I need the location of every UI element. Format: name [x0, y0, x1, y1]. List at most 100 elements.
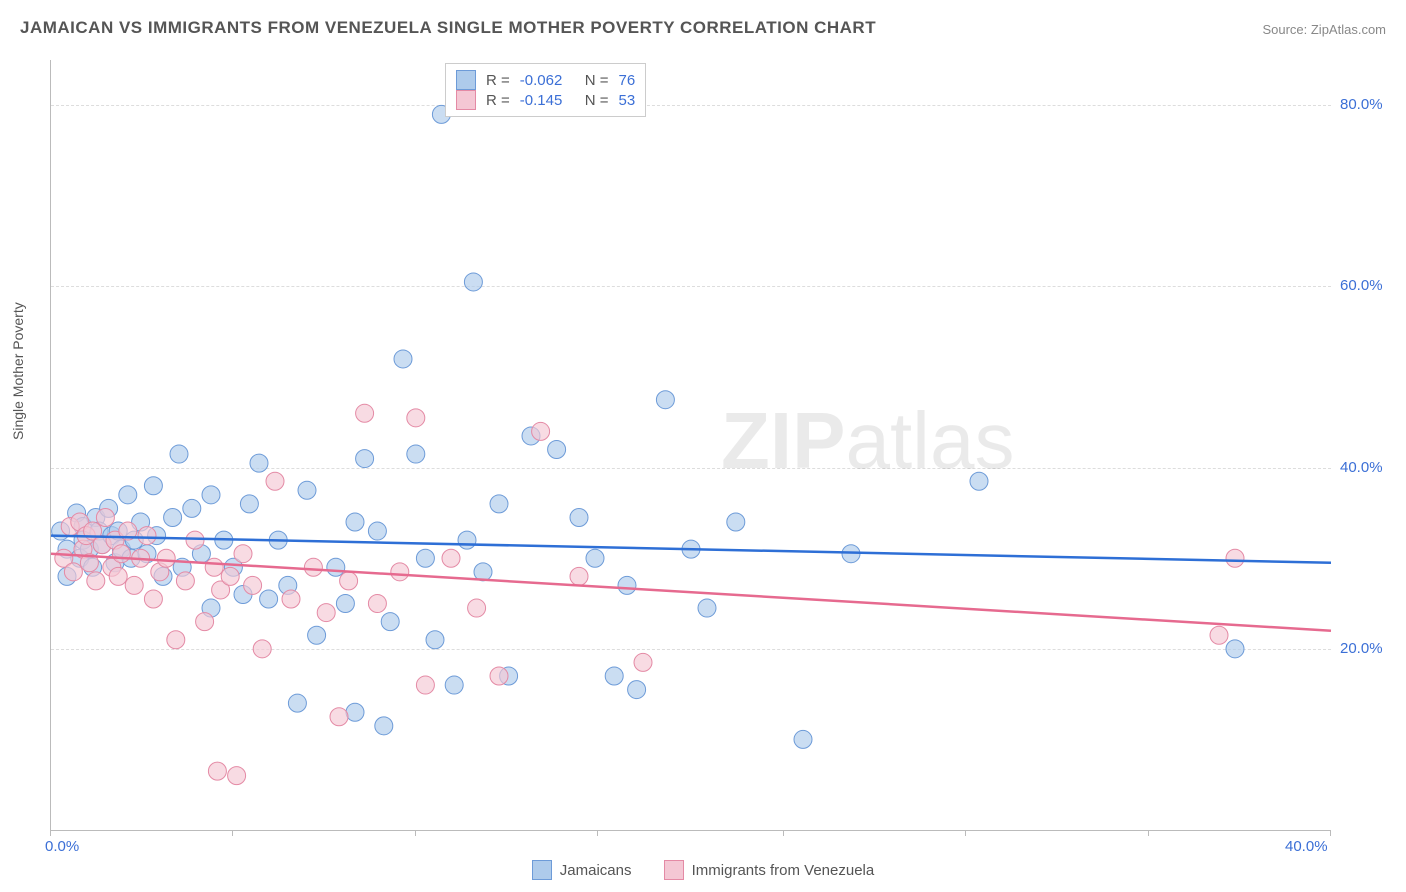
data-point [186, 531, 204, 549]
n-value: 76 [619, 72, 636, 89]
data-point [221, 567, 239, 585]
data-point [391, 563, 409, 581]
x-tick-label: 40.0% [1285, 838, 1328, 855]
data-point [64, 563, 82, 581]
data-point [570, 508, 588, 526]
data-point [109, 567, 127, 585]
data-point [570, 567, 588, 585]
data-point [250, 454, 268, 472]
bottom-legend: Jamaicans Immigrants from Venezuela [0, 860, 1406, 884]
data-point [368, 522, 386, 540]
data-point [618, 576, 636, 594]
r-value: -0.145 [520, 92, 575, 109]
data-point [375, 717, 393, 735]
y-tick-label: 20.0% [1340, 640, 1383, 657]
data-point [157, 549, 175, 567]
plot-area: ZIPatlas [50, 60, 1331, 831]
data-point [381, 613, 399, 631]
data-point [634, 653, 652, 671]
data-point [490, 495, 508, 513]
legend-stats-row: R =-0.145N =53 [456, 90, 635, 110]
x-tick [597, 830, 598, 836]
data-point [548, 441, 566, 459]
data-point [368, 595, 386, 613]
data-point [196, 613, 214, 631]
data-point [234, 545, 252, 563]
data-point [144, 477, 162, 495]
y-axis-label: Single Mother Poverty [10, 302, 26, 440]
data-point [407, 445, 425, 463]
data-point [490, 667, 508, 685]
data-point [1210, 626, 1228, 644]
data-point [356, 450, 374, 468]
data-point [288, 694, 306, 712]
data-point [407, 409, 425, 427]
data-point [125, 576, 143, 594]
data-point [464, 273, 482, 291]
data-point [208, 762, 226, 780]
n-value: 53 [619, 92, 636, 109]
y-tick-label: 60.0% [1340, 277, 1383, 294]
x-tick [50, 830, 51, 836]
data-point [394, 350, 412, 368]
data-point [970, 472, 988, 490]
data-point [119, 486, 137, 504]
legend-label-jamaicans: Jamaicans [560, 862, 632, 879]
data-point [327, 558, 345, 576]
data-point [445, 676, 463, 694]
data-point [727, 513, 745, 531]
data-point [266, 472, 284, 490]
chart-container: JAMAICAN VS IMMIGRANTS FROM VENEZUELA SI… [0, 0, 1406, 892]
data-point [586, 549, 604, 567]
x-tick [1148, 830, 1149, 836]
data-point [228, 767, 246, 785]
legend-stats-row: R =-0.062N =76 [456, 70, 635, 90]
data-point [1226, 549, 1244, 567]
x-tick-label: 0.0% [45, 838, 79, 855]
data-point [426, 631, 444, 649]
data-point [308, 626, 326, 644]
legend-swatch [456, 90, 476, 110]
data-point [112, 545, 130, 563]
data-point [282, 590, 300, 608]
legend-label-venezuela: Immigrants from Venezuela [692, 862, 875, 879]
n-label: N = [585, 72, 609, 89]
data-point [416, 549, 434, 567]
r-label: R = [486, 92, 510, 109]
data-point [87, 572, 105, 590]
data-point [330, 708, 348, 726]
data-point [794, 730, 812, 748]
data-point [656, 391, 674, 409]
x-tick [232, 830, 233, 836]
r-label: R = [486, 72, 510, 89]
data-point [346, 513, 364, 531]
data-point [346, 703, 364, 721]
data-point [304, 558, 322, 576]
legend-swatch [456, 70, 476, 90]
legend-item-venezuela: Immigrants from Venezuela [664, 860, 875, 880]
data-point [317, 604, 335, 622]
data-point [183, 499, 201, 517]
data-point [340, 572, 358, 590]
data-point [605, 667, 623, 685]
x-tick [415, 830, 416, 836]
legend-swatch-jamaicans [532, 860, 552, 880]
legend-stats-box: R =-0.062N =76R =-0.145N =53 [445, 63, 646, 117]
y-tick-label: 80.0% [1340, 96, 1383, 113]
data-point [1226, 640, 1244, 658]
data-point [240, 495, 258, 513]
data-point [336, 595, 354, 613]
x-tick [783, 830, 784, 836]
data-point [144, 590, 162, 608]
data-point [253, 640, 271, 658]
data-point [205, 558, 223, 576]
chart-title: JAMAICAN VS IMMIGRANTS FROM VENEZUELA SI… [20, 18, 876, 38]
data-point [356, 404, 374, 422]
data-point [167, 631, 185, 649]
data-point [260, 590, 278, 608]
y-tick-label: 40.0% [1340, 459, 1383, 476]
data-point [138, 527, 156, 545]
scatter-svg [51, 60, 1331, 830]
data-point [244, 576, 262, 594]
data-point [442, 549, 460, 567]
